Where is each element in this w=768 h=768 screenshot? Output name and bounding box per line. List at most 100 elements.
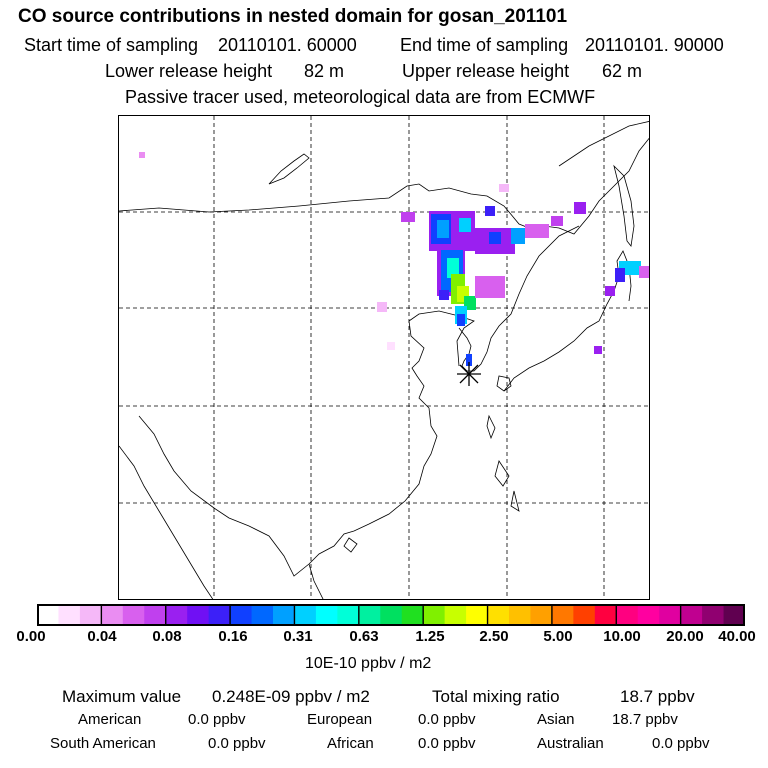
- colorbar: [37, 604, 745, 626]
- colorbar-swatch: [230, 604, 253, 626]
- region-name: Asian: [537, 711, 575, 728]
- colorbar-swatch: [337, 604, 360, 626]
- cell: [459, 218, 471, 232]
- cell: [605, 286, 615, 296]
- coastline-kyushu: [496, 375, 512, 392]
- coastline-china: [308, 310, 475, 565]
- coastline-taiwan: [486, 414, 496, 440]
- colorbar-swatch: [208, 604, 231, 626]
- colorbar-tick-label: 0.63: [349, 628, 379, 645]
- cell: [615, 268, 625, 282]
- receptor-marker: [457, 362, 481, 386]
- cell: [489, 232, 501, 244]
- tracer-note: Passive tracer used, meteorological data…: [125, 87, 596, 107]
- cell: [439, 290, 449, 300]
- colorbar-swatch: [423, 604, 446, 626]
- region-value: 0.0 ppbv: [418, 711, 476, 728]
- colorbar-swatch: [723, 604, 745, 626]
- colorbar-swatch: [551, 604, 574, 626]
- coastline-india: [119, 445, 214, 599]
- max-value-label: Maximum value: [62, 687, 182, 706]
- colorbar-tick-label: 10.00: [603, 628, 641, 645]
- cell: [401, 212, 415, 222]
- region-value: 0.0 ppbv: [208, 735, 266, 752]
- colorbar-swatch: [573, 604, 596, 626]
- coastline-korea: [458, 225, 580, 372]
- cell: [466, 354, 472, 366]
- cell: [139, 152, 145, 158]
- cell: [574, 202, 586, 214]
- colorbar-swatch: [594, 604, 617, 626]
- region-value: 0.0 ppbv: [188, 711, 246, 728]
- cell: [594, 346, 602, 354]
- cell: [387, 342, 395, 350]
- cell: [639, 266, 649, 278]
- map-plot: [119, 116, 649, 599]
- cell: [447, 258, 459, 278]
- colorbar-swatch: [122, 604, 145, 626]
- colorbar-swatch: [144, 604, 167, 626]
- start-time-value: 20110101. 60000: [218, 35, 357, 55]
- colorbar-tick-label: 0.08: [152, 628, 182, 645]
- end-time-label: End time of sampling: [400, 35, 569, 55]
- region-value: 0.0 ppbv: [652, 735, 710, 752]
- colorbar-swatch: [702, 604, 725, 626]
- colorbar-swatch: [659, 604, 682, 626]
- colorbar-swatch: [58, 604, 81, 626]
- colorbar-swatch: [401, 604, 424, 626]
- colorbar-swatch: [444, 604, 467, 626]
- colorbar-border: [37, 604, 745, 626]
- map-panel: [118, 115, 650, 600]
- coastline-okhotsk: [558, 121, 649, 167]
- coastline-japan: [503, 250, 632, 392]
- region-name: African: [327, 735, 374, 752]
- coastline-hainan: [343, 537, 358, 553]
- colorbar-swatch: [101, 604, 124, 626]
- colorbar-tick-label: 1.25: [415, 628, 445, 645]
- coastlines: [119, 121, 649, 599]
- colorbar-swatch: [530, 604, 553, 626]
- end-time-value: 20110101. 90000: [585, 35, 724, 55]
- colorbar-swatch: [616, 604, 639, 626]
- colorbar-swatch: [273, 604, 295, 626]
- region-name: South American: [50, 735, 156, 752]
- region-name: European: [307, 711, 373, 728]
- coastline-south-asia: [138, 415, 310, 577]
- colorbar-swatch: [637, 604, 660, 626]
- colorbar-swatch: [487, 604, 510, 626]
- colorbar-swatch: [165, 604, 188, 626]
- colorbar-swatch: [251, 604, 274, 626]
- upper-release-value: 62 m: [602, 61, 643, 81]
- cell: [485, 206, 495, 216]
- colorbar-tick-label: 5.00: [543, 628, 573, 645]
- lower-release-value: 82 m: [304, 61, 345, 81]
- colorbar-swatch: [466, 604, 489, 626]
- colorbar-tick-label: 0.31: [283, 628, 313, 645]
- colorbar-swatch: [37, 604, 59, 626]
- colorbar-swatch: [187, 604, 210, 626]
- upper-release-label: Upper release height: [402, 61, 570, 81]
- colorbar-swatch: [680, 604, 703, 626]
- colorbar-tick-label: 40.00: [718, 628, 756, 645]
- colorbar-swatch: [315, 604, 338, 626]
- region-name: Australian: [537, 735, 604, 752]
- colorbar-tick-label: 0.04: [87, 628, 117, 645]
- cell: [511, 228, 525, 244]
- cell: [437, 220, 449, 238]
- region-value: 0.0 ppbv: [418, 735, 476, 752]
- total-mixing-label: Total mixing ratio: [432, 687, 560, 706]
- coastline-philippines: [494, 460, 520, 512]
- cell: [499, 184, 509, 192]
- summary-panel: Maximum value 0.248E-09 ppbv / m2 Total …: [0, 685, 768, 765]
- chart-title: CO source contributions in nested domain…: [18, 6, 568, 27]
- cell: [551, 216, 563, 226]
- gridlines: [119, 116, 649, 599]
- colorbar-tick-label: 20.00: [666, 628, 704, 645]
- cell: [377, 302, 387, 312]
- max-value: 0.248E-09 ppbv / m2: [212, 687, 370, 706]
- tracer-field: [139, 152, 649, 366]
- cell: [457, 314, 465, 326]
- colorbar-swatch: [509, 604, 531, 626]
- colorbar-units: 10E-10 ppbv / m2: [305, 655, 432, 672]
- coastline-east-asia: [119, 137, 649, 235]
